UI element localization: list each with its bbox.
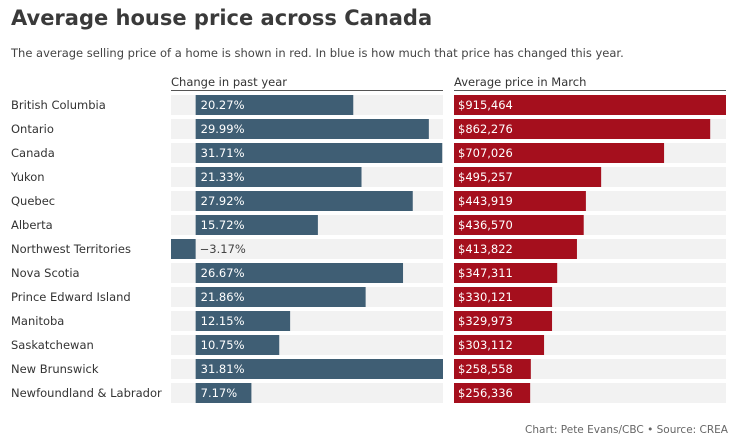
category-label: New Brunswick — [11, 362, 99, 376]
chart-title: Average house price across Canada — [11, 6, 433, 30]
price-value-label: $707,026 — [458, 146, 513, 160]
category-label: Saskatchewan — [11, 338, 94, 352]
price-value-label: $303,112 — [458, 338, 513, 352]
change-value-label: 15.72% — [201, 218, 245, 232]
price-value-label: $256,336 — [458, 386, 513, 400]
change-value-label: 7.17% — [201, 386, 238, 400]
price-bar — [454, 167, 602, 187]
price-value-label: $436,570 — [458, 218, 513, 232]
change-bar — [195, 311, 291, 331]
price-value-label: $258,558 — [458, 362, 513, 376]
change-column-header: Change in past year — [171, 75, 287, 89]
change-value-label: 27.92% — [201, 194, 245, 208]
change-bar — [195, 119, 429, 139]
price-bar — [454, 143, 665, 163]
price-bar — [454, 287, 553, 307]
price-value-label: $347,311 — [458, 266, 513, 280]
change-value-label: 20.27% — [201, 98, 245, 112]
change-value-label: 10.75% — [201, 338, 245, 352]
category-label: Prince Edward Island — [11, 290, 131, 304]
change-bar — [195, 215, 318, 235]
price-bar — [454, 311, 553, 331]
price-value-label: $495,257 — [458, 170, 513, 184]
price-bar — [454, 335, 545, 355]
price-value-label: $329,973 — [458, 314, 513, 328]
price-bar — [454, 359, 531, 379]
chart-subtitle: The average selling price of a home is s… — [11, 46, 624, 60]
category-label: Ontario — [11, 122, 54, 136]
category-label: Newfoundland & Labrador — [11, 386, 162, 400]
change-column-rule — [171, 90, 443, 91]
price-bar — [454, 215, 584, 235]
category-label: Manitoba — [11, 314, 64, 328]
chart-source: Chart: Pete Evans/CBC • Source: CREA — [525, 424, 728, 436]
change-value-label: 12.15% — [201, 314, 245, 328]
price-bar — [454, 119, 711, 139]
price-bar — [454, 263, 558, 283]
change-bar — [195, 383, 252, 403]
price-value-label: $443,919 — [458, 194, 513, 208]
category-label: Yukon — [10, 170, 45, 184]
change-value-label: 26.67% — [201, 266, 245, 280]
price-bar — [454, 239, 577, 259]
change-value-label: −3.17% — [200, 242, 246, 256]
change-bar — [195, 287, 366, 307]
category-label: Nova Scotia — [11, 266, 80, 280]
change-bar — [195, 263, 404, 283]
change-value-label: 21.33% — [201, 170, 245, 184]
category-label: Alberta — [11, 218, 53, 232]
change-value-label: 21.86% — [201, 290, 245, 304]
category-label: Canada — [11, 146, 55, 160]
change-value-label: 31.71% — [201, 146, 245, 160]
category-label: British Columbia — [11, 98, 106, 112]
change-value-label: 29.99% — [201, 122, 245, 136]
price-value-label: $862,276 — [458, 122, 513, 136]
price-bar — [454, 191, 586, 211]
change-track — [171, 239, 443, 259]
change-bar — [171, 239, 196, 259]
price-value-label: $915,464 — [458, 98, 513, 112]
change-bar — [195, 191, 413, 211]
category-label: Northwest Territories — [11, 242, 131, 256]
price-bar — [454, 95, 726, 115]
change-bar — [195, 167, 362, 187]
price-column-header: Average price in March — [454, 75, 587, 89]
price-value-label: $413,822 — [458, 242, 513, 256]
change-bar — [195, 359, 443, 379]
change-bar — [195, 95, 354, 115]
change-value-label: 31.81% — [201, 362, 245, 376]
price-bar — [454, 383, 531, 403]
price-column-rule — [454, 90, 726, 91]
change-bar — [195, 335, 280, 355]
price-value-label: $330,121 — [458, 290, 513, 304]
category-label: Quebec — [11, 194, 55, 208]
change-bar — [195, 143, 443, 163]
